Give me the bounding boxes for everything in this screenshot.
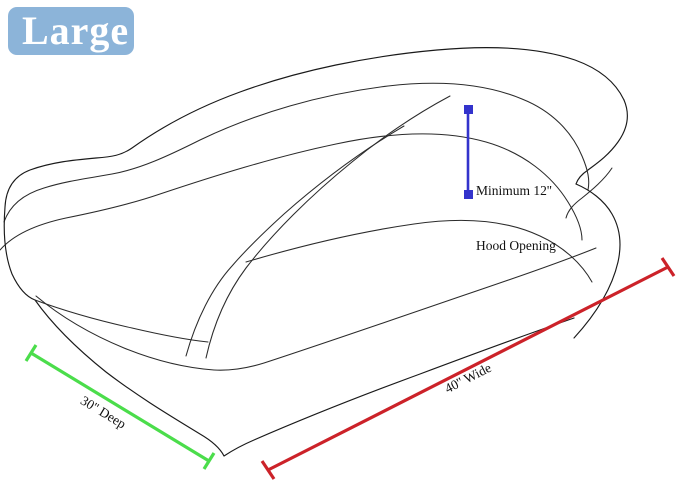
cover-fold-a-pillar-outer: [185, 125, 405, 357]
cover-rear-corner: [573, 183, 621, 339]
dimension-width: 40'' Wide: [260, 257, 676, 480]
cover-bottom-hem-outer: [34, 299, 575, 457]
hood-opening-cap-top: [464, 105, 473, 114]
depth-cap-start: [24, 344, 38, 362]
width-cap-start: [260, 460, 276, 480]
hood-opening-label: Minimum 12'' Hood Opening: [476, 146, 556, 292]
cover-contour-windshield-top: [3, 82, 590, 223]
cover-rear-right-edge: [575, 99, 628, 185]
size-badge-label: Large: [22, 8, 129, 53]
cover-crease-front-corner: [34, 299, 209, 343]
hood-opening-label-line-2: Hood Opening: [476, 238, 556, 254]
cover-bottom-hem-inner: [35, 247, 597, 371]
width-dimension-label: 40'' Wide: [442, 360, 494, 396]
car-cover-shape: [0, 47, 628, 457]
cover-roof-ridge: [4, 47, 625, 208]
cover-front-nose: [3, 206, 36, 301]
width-dimension-line: [267, 265, 669, 472]
depth-dimension-line: [30, 351, 210, 463]
cover-contour-hood-seam: [0, 133, 583, 251]
width-cap-end: [660, 257, 676, 277]
hood-opening-label-line-1: Minimum 12'': [476, 183, 552, 199]
size-badge-background: [8, 7, 134, 55]
cover-contour-fender: [245, 219, 593, 283]
dimension-depth: 30'' Deep: [24, 344, 216, 470]
dimension-hood-opening: [464, 105, 473, 199]
hood-opening-cap-bottom: [464, 190, 473, 199]
depth-cap-end: [202, 452, 216, 470]
size-badge: Large: [8, 7, 134, 55]
cover-fold-a-pillar-inner: [205, 95, 451, 359]
cover-fold-rear-wrap: [565, 167, 613, 219]
